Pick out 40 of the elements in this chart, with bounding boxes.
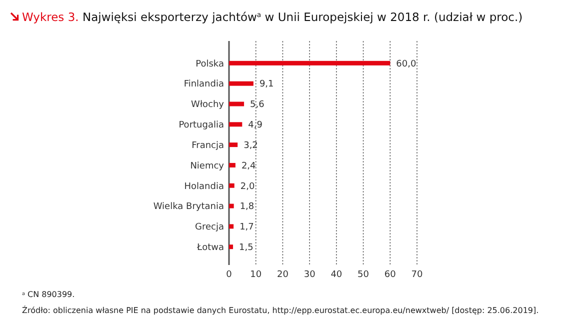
bar <box>229 142 238 148</box>
bar <box>229 224 234 229</box>
data-label: 2,0 <box>240 182 255 192</box>
y-tick-label: Włochy <box>191 100 225 110</box>
data-label: 1,5 <box>239 242 254 253</box>
x-tick-label: 60 <box>384 270 396 280</box>
x-tick-label: 50 <box>358 270 370 280</box>
data-label: 60,0 <box>396 59 416 70</box>
data-label: 1,8 <box>240 202 254 212</box>
bar <box>229 60 390 66</box>
y-tick-label: Finlandia <box>184 80 224 90</box>
x-tick-label: 10 <box>250 270 262 280</box>
bar <box>229 183 234 188</box>
y-tick-label: Grecja <box>195 222 224 233</box>
bar <box>229 244 234 250</box>
y-tick-label: Holandia <box>184 182 224 192</box>
y-tick-label: Portugalia <box>178 120 224 131</box>
data-label: 3,2 <box>244 140 258 151</box>
x-tick-label: 30 <box>304 270 316 280</box>
x-tick-label: 20 <box>276 270 289 280</box>
data-label: 9,1 <box>259 80 274 90</box>
x-tick-label: 70 <box>411 270 423 280</box>
data-label: 4,9 <box>248 120 263 131</box>
bar <box>229 204 234 208</box>
bar <box>229 122 242 127</box>
y-tick-label: Francja <box>192 140 224 151</box>
y-tick-label: Niemcy <box>190 161 225 172</box>
data-label: 5,6 <box>250 100 265 110</box>
bar <box>229 162 236 168</box>
y-tick-label: Łotwa <box>196 242 224 253</box>
x-tick-label: 0 <box>226 270 232 280</box>
x-tick-label: 40 <box>330 270 342 280</box>
y-tick-label: Polska <box>196 59 224 70</box>
y-tick-label: Wielka Brytania <box>153 202 224 212</box>
data-label: 2,4 <box>241 161 256 172</box>
data-label: 1,7 <box>240 222 254 233</box>
text: Źródło: obliczenia własne PIE na podstawie danych Eurostatu, http://epp.eurostat.ec.europa.eu/newxtweb/ [dostęp: 25.06.2019]. <box>22 305 539 315</box>
bar <box>229 102 244 106</box>
chart-title: Wykres 3. Najwięksi eksporterzy jachtów$^{a}$ w Unii Europejskiej w 2018 r. (udział w proc.) <box>22 10 523 24</box>
bar <box>229 81 254 86</box>
